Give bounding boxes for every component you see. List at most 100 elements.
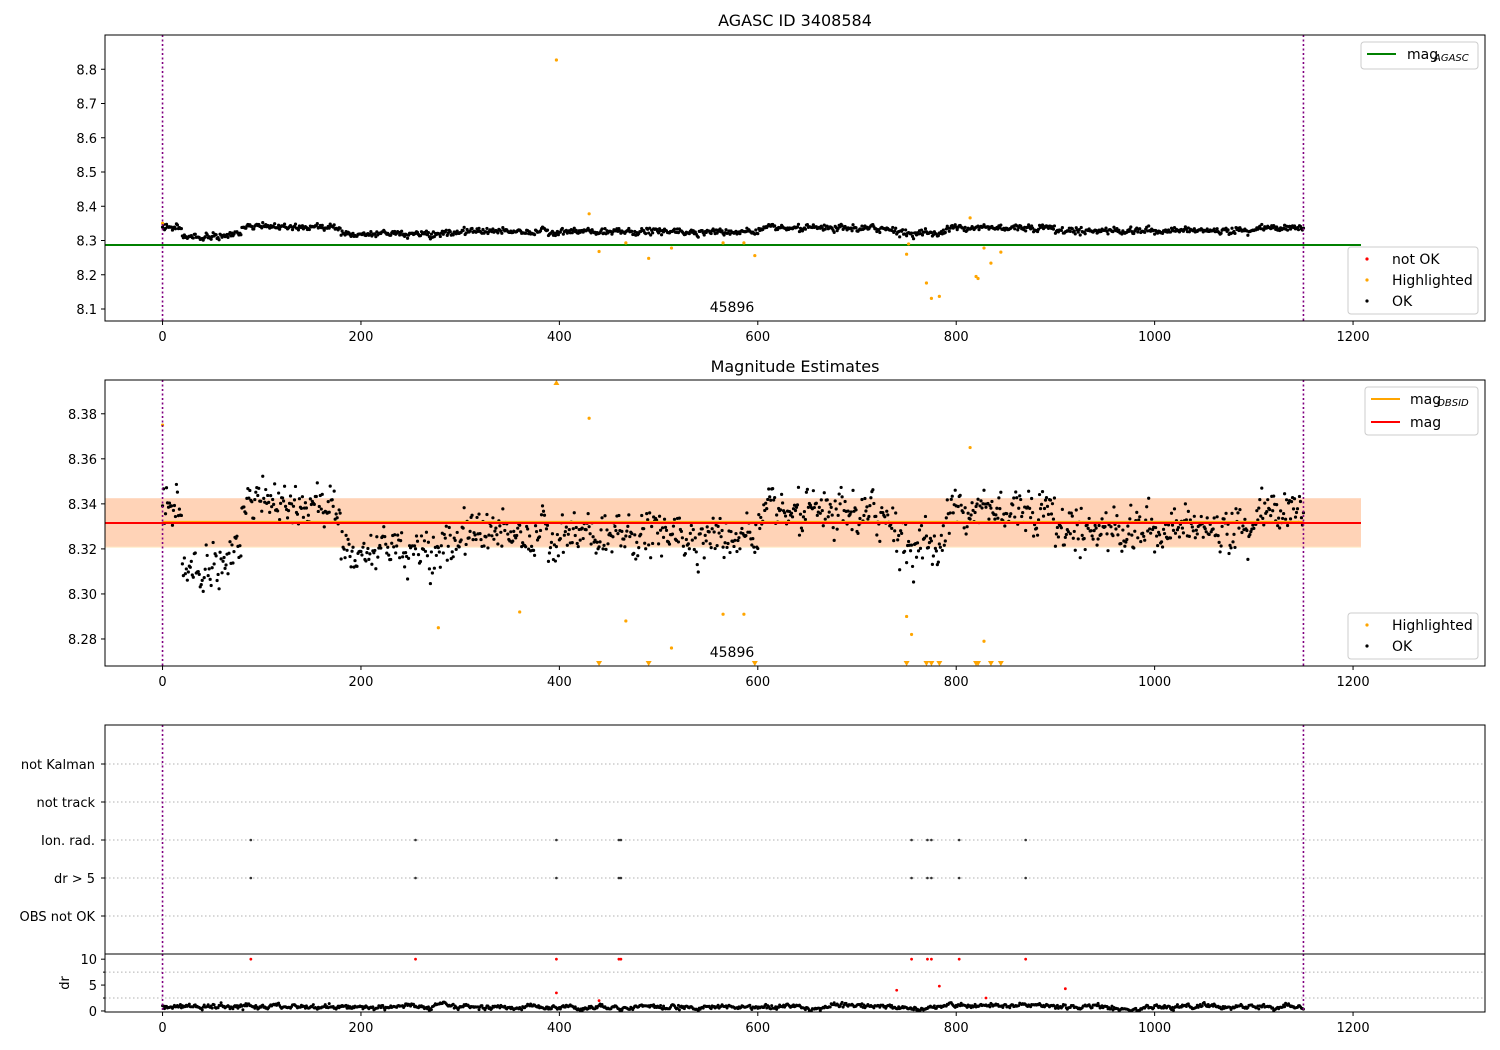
highlighted-point bbox=[721, 612, 725, 616]
ok-point bbox=[533, 524, 538, 528]
flagged-dr-point bbox=[597, 999, 601, 1003]
ok-point bbox=[276, 509, 280, 513]
ok-point bbox=[773, 224, 777, 228]
ok-point bbox=[910, 564, 915, 569]
ok-point bbox=[282, 484, 287, 488]
ok-point bbox=[1150, 517, 1154, 521]
ok-point bbox=[633, 533, 637, 537]
ok-point bbox=[1024, 229, 1028, 233]
ok-point bbox=[256, 493, 260, 498]
ok-point bbox=[518, 523, 522, 527]
ok-point bbox=[465, 227, 469, 232]
ok-point bbox=[468, 529, 472, 533]
ok-point bbox=[597, 545, 601, 549]
ok-point bbox=[1042, 506, 1047, 511]
ok-point bbox=[793, 508, 798, 513]
ok-point bbox=[300, 495, 305, 499]
axes-frame bbox=[104, 379, 1486, 667]
highlighted-points bbox=[160, 58, 1003, 300]
ok-dr-point bbox=[210, 1006, 214, 1010]
x-tick-label: 200 bbox=[349, 1021, 374, 1036]
ok-point bbox=[676, 230, 681, 235]
ok-point bbox=[259, 499, 263, 503]
ok-point bbox=[1263, 501, 1267, 505]
ok-point bbox=[941, 524, 945, 528]
ok-point bbox=[554, 545, 559, 549]
ok-point bbox=[1124, 540, 1128, 544]
ok-point bbox=[905, 561, 909, 565]
legend-label: OK bbox=[1392, 639, 1413, 655]
ok-point bbox=[369, 533, 373, 537]
ok-point bbox=[170, 523, 175, 527]
ok-dr-point bbox=[1004, 1003, 1008, 1007]
ok-point bbox=[1240, 530, 1244, 535]
ok-dr-point bbox=[241, 1008, 245, 1012]
ok-point bbox=[625, 529, 629, 533]
ok-point bbox=[227, 551, 231, 555]
ok-point bbox=[603, 227, 607, 231]
ok-point bbox=[849, 510, 853, 514]
ok-point bbox=[995, 506, 999, 510]
ok-point bbox=[886, 513, 890, 517]
legend-marker bbox=[1365, 299, 1369, 303]
ok-point bbox=[1275, 225, 1279, 229]
ok-point bbox=[1013, 227, 1017, 231]
ok-point bbox=[1097, 523, 1101, 528]
highlighted-point bbox=[436, 626, 440, 630]
ok-point bbox=[467, 536, 471, 540]
ok-point bbox=[1212, 227, 1216, 231]
ok-dr-point bbox=[1029, 1005, 1033, 1009]
highlighted-point bbox=[587, 416, 591, 420]
ok-point bbox=[1030, 496, 1034, 501]
ok-point bbox=[993, 517, 997, 521]
ok-point bbox=[404, 551, 408, 555]
ok-point bbox=[571, 527, 575, 531]
ok-point bbox=[689, 523, 693, 528]
ok-point bbox=[890, 526, 894, 530]
ok-point bbox=[835, 527, 839, 531]
ok-point bbox=[677, 516, 682, 520]
ok-point bbox=[1018, 494, 1022, 498]
ok-point bbox=[718, 516, 722, 521]
x-tick-label: 400 bbox=[547, 330, 572, 345]
ok-point bbox=[1099, 532, 1103, 536]
ok-point bbox=[339, 557, 343, 561]
agasc-magnitude-panel: AGASC ID 3408584 0 200 400 600 800 1000 1200 8.… bbox=[76, 11, 1486, 345]
ok-point bbox=[485, 512, 489, 517]
ok-dr-point bbox=[1090, 1006, 1094, 1010]
ok-point bbox=[735, 549, 739, 554]
flagged-dr-point bbox=[1024, 957, 1028, 961]
ok-point bbox=[1285, 523, 1290, 528]
ok-point bbox=[815, 513, 819, 517]
ok-point bbox=[1187, 534, 1191, 538]
ok-point bbox=[738, 547, 742, 551]
ok-point bbox=[451, 555, 455, 559]
ok-point bbox=[1076, 230, 1080, 234]
ok-point bbox=[702, 556, 706, 560]
ok-point bbox=[656, 231, 661, 235]
ok-point bbox=[475, 515, 479, 520]
ok-point bbox=[1143, 230, 1147, 234]
ok-dr-point bbox=[376, 1006, 380, 1010]
ok-point bbox=[646, 518, 650, 522]
ok-point bbox=[1252, 526, 1256, 530]
ok-point bbox=[343, 556, 347, 560]
ok-point bbox=[470, 226, 474, 231]
ok-point bbox=[1265, 510, 1269, 514]
ok-point bbox=[588, 532, 592, 536]
ok-point bbox=[928, 536, 933, 540]
ok-dr-point bbox=[1200, 1004, 1204, 1008]
ok-point bbox=[393, 533, 397, 537]
ok-point bbox=[704, 539, 708, 543]
ok-point bbox=[1296, 228, 1301, 232]
ok-point bbox=[312, 502, 316, 506]
highlighted-point bbox=[937, 294, 941, 298]
ok-point bbox=[772, 498, 776, 502]
ok-point bbox=[1041, 514, 1046, 518]
ok-point bbox=[806, 505, 810, 509]
ok-point bbox=[898, 568, 902, 572]
ok-point bbox=[494, 526, 498, 530]
ok-point bbox=[567, 527, 571, 532]
flag-category-label: dr > 5 bbox=[54, 872, 95, 887]
